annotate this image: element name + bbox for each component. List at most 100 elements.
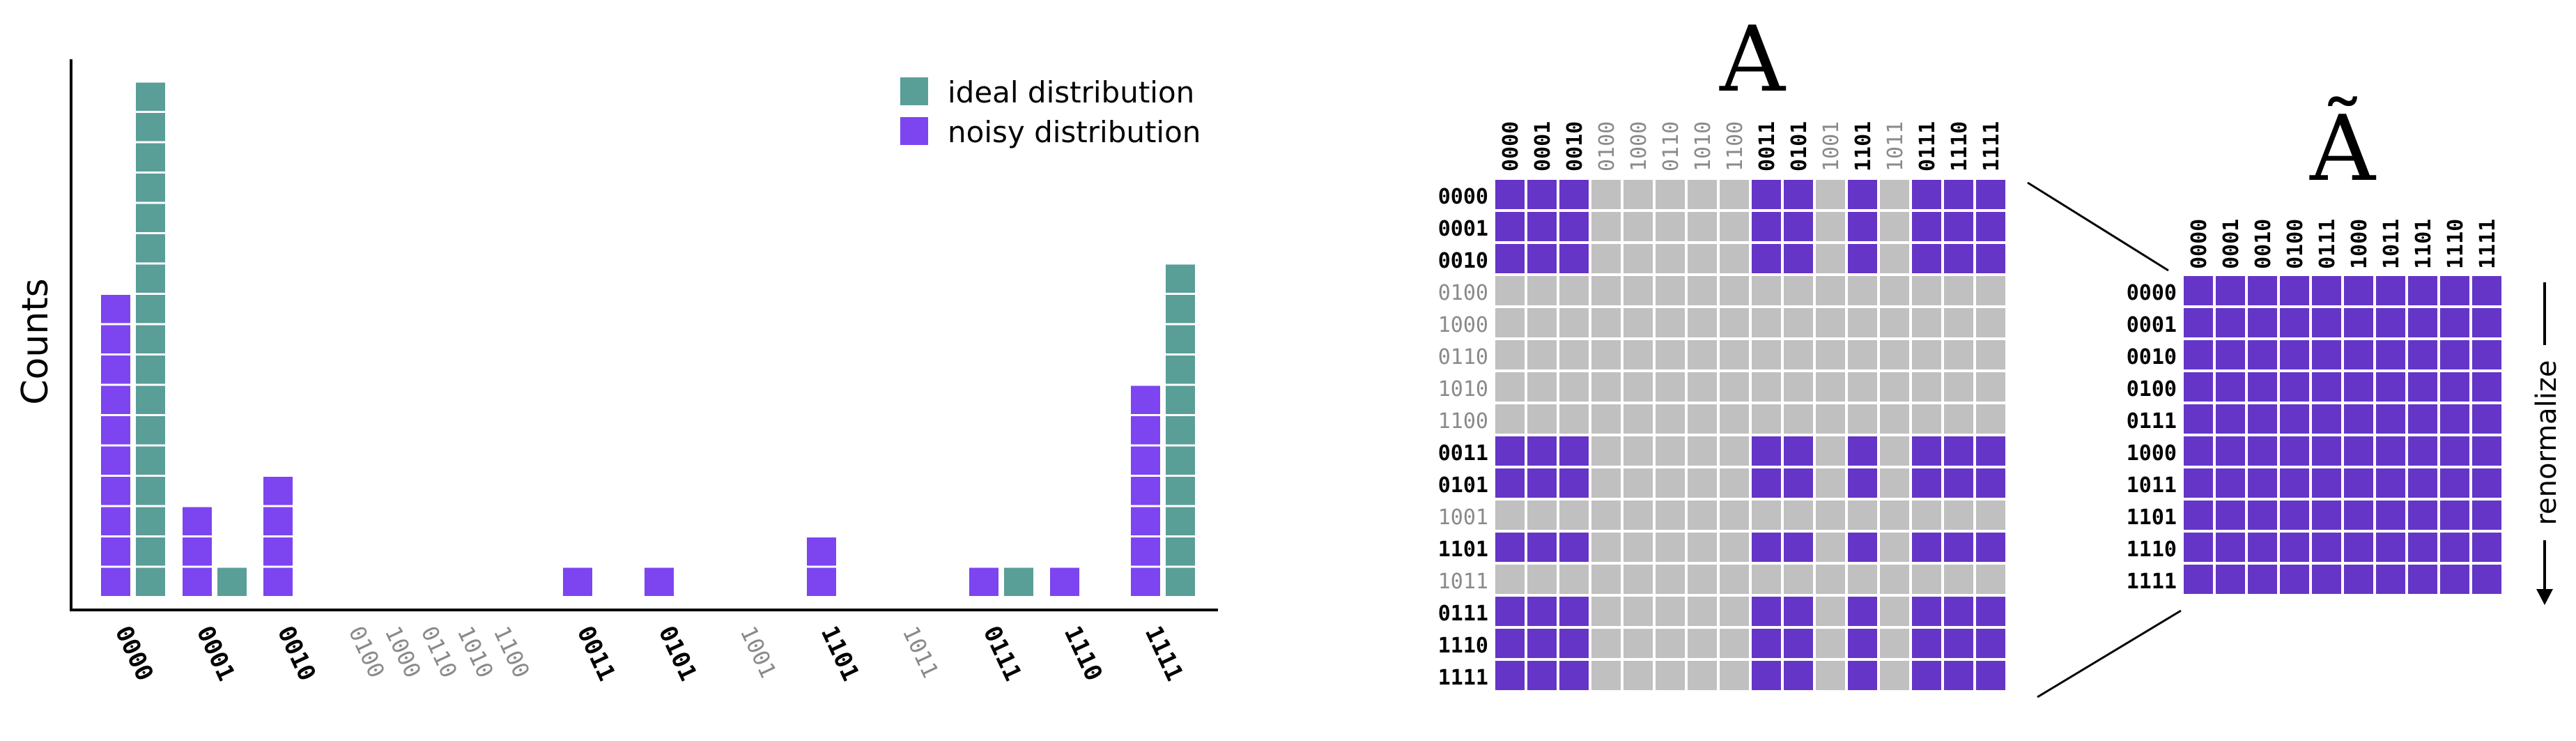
x-tick-label: 1101 xyxy=(815,622,865,685)
matrix-a-cell xyxy=(1752,340,1781,369)
matrix-a-tilde-row-label: 0100 xyxy=(2127,377,2177,402)
matrix-a-cell xyxy=(1527,308,1557,337)
matrix-a-cell xyxy=(1944,436,1973,466)
matrix-a-cell xyxy=(1495,372,1525,402)
matrix-a-cell xyxy=(1816,180,1845,209)
matrix-a-cell xyxy=(1816,661,1845,690)
matrix-a-cell xyxy=(1527,501,1557,530)
matrix-a-cell xyxy=(1624,244,1653,273)
legend-item-ideal: ideal distribution xyxy=(900,75,1194,109)
matrix-a-cell xyxy=(1591,372,1621,402)
matrix-a-tilde-cell xyxy=(2376,533,2405,562)
matrix-a-tilde-cell xyxy=(2344,308,2373,337)
matrix-a-cell xyxy=(1752,565,1781,594)
matrix-a-cell xyxy=(1880,629,1909,658)
matrix-a-cell xyxy=(1976,244,2005,273)
matrix-a-cell xyxy=(1784,276,1813,305)
matrix-a-tilde-col-label: 1101 xyxy=(2412,219,2436,269)
matrix-a-cell xyxy=(1720,468,1749,498)
bars-group xyxy=(101,82,1195,596)
matrix-a-tilde-cell xyxy=(2312,468,2341,498)
matrix-a-cell xyxy=(1880,244,1909,273)
matrix-a-cell xyxy=(1912,468,1941,498)
matrix-a-cell xyxy=(1559,501,1589,530)
matrix-a-cell xyxy=(1559,308,1589,337)
matrix-a-cell xyxy=(1656,180,1685,209)
matrix-a-tilde-row-label: 1101 xyxy=(2127,505,2177,530)
matrix-a-tilde-cell xyxy=(2408,501,2437,530)
matrix-a-cell xyxy=(1559,436,1589,466)
matrix-a-cell xyxy=(1976,661,2005,690)
matrix-a-tilde-cell xyxy=(2312,276,2341,305)
matrix-a-tilde-cell xyxy=(2184,276,2213,305)
bar-ideal-0000 xyxy=(136,264,165,293)
matrix-a-row-label: 1111 xyxy=(1438,666,1488,690)
bar-noisy-1111 xyxy=(1131,537,1160,566)
matrix-a-cell xyxy=(1976,276,2005,305)
matrix-a-cell xyxy=(1591,533,1621,562)
matrix-a-cell xyxy=(1591,276,1621,305)
matrix-a-tilde-cell xyxy=(2248,372,2277,402)
matrix-a-cell xyxy=(1688,340,1717,369)
matrix-a-tilde-cell xyxy=(2216,565,2245,594)
matrix-a-cell xyxy=(1784,180,1813,209)
matrix-a-cell xyxy=(1784,308,1813,337)
matrix-a-tilde-cell xyxy=(2312,404,2341,434)
matrix-a-tilde-cell xyxy=(2408,533,2437,562)
matrix-a-cell xyxy=(1912,404,1941,434)
matrix-a-tilde-cell xyxy=(2216,533,2245,562)
matrix-a-cell xyxy=(1559,404,1589,434)
matrix-a-cell xyxy=(1784,372,1813,402)
matrix-a-cell xyxy=(1752,629,1781,658)
matrix-a-cell xyxy=(1784,597,1813,626)
matrix-a-cell xyxy=(1752,404,1781,434)
matrix-a-cell xyxy=(1624,276,1653,305)
matrix-a-cell xyxy=(1559,180,1589,209)
matrix-a-cell xyxy=(1495,436,1525,466)
matrix-a-tilde-cell xyxy=(2472,533,2501,562)
matrix-a-tilde-cell xyxy=(2472,501,2501,530)
matrix-a-tilde-cell xyxy=(2216,308,2245,337)
matrix-a-cell xyxy=(1656,340,1685,369)
matrix-a-cell xyxy=(1688,276,1717,305)
matrix-a-cell xyxy=(1591,629,1621,658)
matrix-a-cell xyxy=(1559,629,1589,658)
matrix-a-cell xyxy=(1656,404,1685,434)
matrix-a-cell xyxy=(1816,340,1845,369)
matrix-a-cell xyxy=(1688,597,1717,626)
matrix-a-cell xyxy=(1720,565,1749,594)
matrix-a-cell xyxy=(1656,436,1685,466)
matrix-a-tilde-cell xyxy=(2280,308,2309,337)
matrix-a-tilde-cell xyxy=(2344,565,2373,594)
bar-ideal-1111 xyxy=(1166,295,1195,323)
matrix-a-cell xyxy=(1495,212,1525,241)
matrix-a-cell xyxy=(1559,372,1589,402)
bar-noisy-0010 xyxy=(263,537,293,566)
bar-ideal-0000 xyxy=(136,356,165,384)
matrix-a-cell xyxy=(1495,597,1525,626)
connector-line-top xyxy=(2027,181,2169,272)
matrix-a-cell xyxy=(1944,533,1973,562)
matrix-a-tilde-cell xyxy=(2344,468,2373,498)
matrix-a-cell xyxy=(1976,565,2005,594)
matrix-a-cell xyxy=(1495,533,1525,562)
matrix-a-tilde-cell xyxy=(2216,404,2245,434)
matrix-a-cell xyxy=(1527,468,1557,498)
matrix-a-cell xyxy=(1656,308,1685,337)
matrix-a-cell xyxy=(1784,244,1813,273)
matrix-a-tilde-cell xyxy=(2376,501,2405,530)
matrix-a-cell xyxy=(1720,404,1749,434)
matrix-a-cell xyxy=(1624,404,1653,434)
matrix-a-cell xyxy=(1624,340,1653,369)
matrix-a-col-label: 1111 xyxy=(1980,121,2004,171)
matrix-a-cell xyxy=(1527,533,1557,562)
matrix-a-cell xyxy=(1752,661,1781,690)
matrix-a-tilde-cell xyxy=(2248,436,2277,466)
matrix-a-row-label: 0101 xyxy=(1438,473,1488,498)
matrix-a-tilde-cell xyxy=(2216,501,2245,530)
matrix-a-tilde-cell xyxy=(2184,436,2213,466)
matrix-a-cell xyxy=(1527,436,1557,466)
matrix-a-tilde-row-label: 0000 xyxy=(2127,281,2177,305)
matrix-a-col-label: 0000 xyxy=(1499,121,1523,171)
matrix-a-tilde-cell xyxy=(2184,372,2213,402)
